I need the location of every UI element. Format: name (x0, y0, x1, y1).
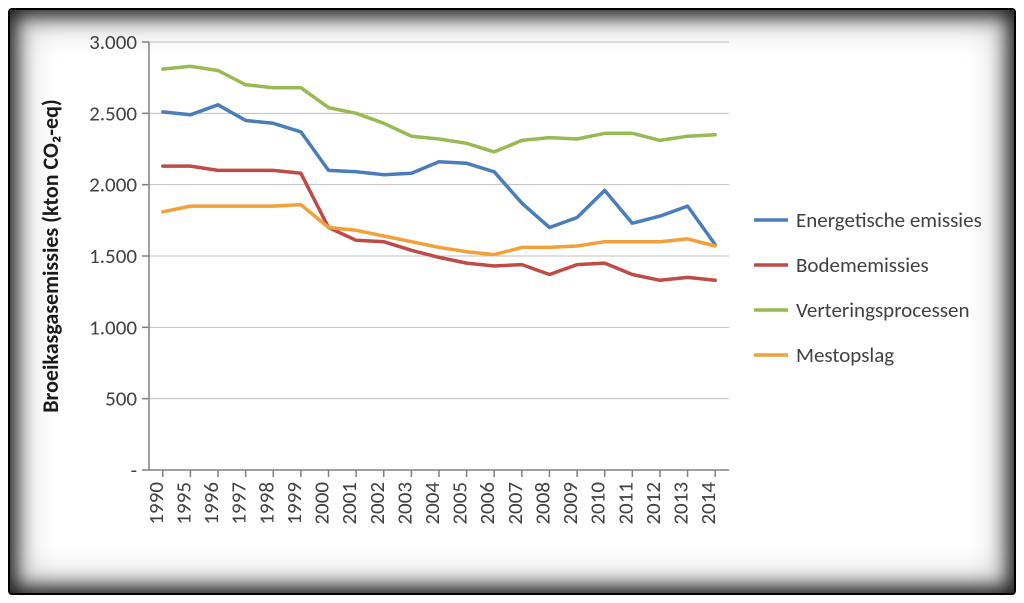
y-tick-label: 2.000 (89, 172, 137, 198)
x-tick-label: 2009 (557, 482, 583, 525)
legend-label: Mestopslag (796, 342, 894, 368)
x-tick-label: 2008 (529, 482, 555, 525)
y-tick-label: 3.000 (89, 30, 137, 55)
x-tick-label: 1999 (281, 482, 307, 525)
x-tick-label: 2005 (447, 482, 473, 525)
x-tick-label: 2003 (391, 482, 417, 525)
x-tick-label: 2006 (474, 482, 500, 525)
chart-area: -5001.0001.5002.0002.5003.00019901995199… (34, 30, 990, 573)
y-tick-label: 500 (105, 386, 137, 412)
x-tick-label: 2010 (585, 482, 611, 525)
x-tick-label: 2001 (336, 482, 362, 525)
x-tick-label: 2011 (612, 482, 638, 525)
x-tick-label: 1998 (253, 482, 279, 525)
x-tick-label: 2000 (309, 482, 335, 525)
x-tick-label: 2004 (419, 482, 445, 525)
x-tick-label: 2014 (695, 482, 721, 525)
series-line (163, 105, 715, 245)
x-tick-label: 1997 (226, 482, 252, 525)
x-tick-label: 2012 (640, 482, 666, 525)
legend-label: Verteringsprocessen (796, 297, 970, 323)
x-tick-label: 1996 (198, 482, 224, 525)
x-tick-label: 1995 (170, 482, 196, 525)
series-line (163, 66, 715, 152)
y-tick-label: 1.000 (89, 314, 137, 340)
chart-frame: -5001.0001.5002.0002.5003.00019901995199… (8, 8, 1016, 595)
y-tick-label: - (131, 457, 137, 483)
y-tick-label: 1.500 (89, 243, 137, 269)
x-tick-label: 2007 (502, 482, 528, 525)
y-axis-label: Broeikasgasemissies (kton CO₂-eq) (37, 99, 64, 413)
legend-label: Energetische emissies (796, 207, 982, 233)
line-chart: -5001.0001.5002.0002.5003.00019901995199… (34, 30, 994, 577)
y-tick-label: 2.500 (89, 100, 137, 126)
x-tick-label: 2013 (668, 482, 694, 525)
legend-label: Bodememissies (796, 252, 929, 278)
legend: Energetische emissies Bodememissies Verter… (754, 207, 982, 368)
x-tick-label: 1990 (143, 482, 169, 525)
x-tick-label: 2002 (364, 482, 390, 525)
series-line (163, 205, 715, 255)
